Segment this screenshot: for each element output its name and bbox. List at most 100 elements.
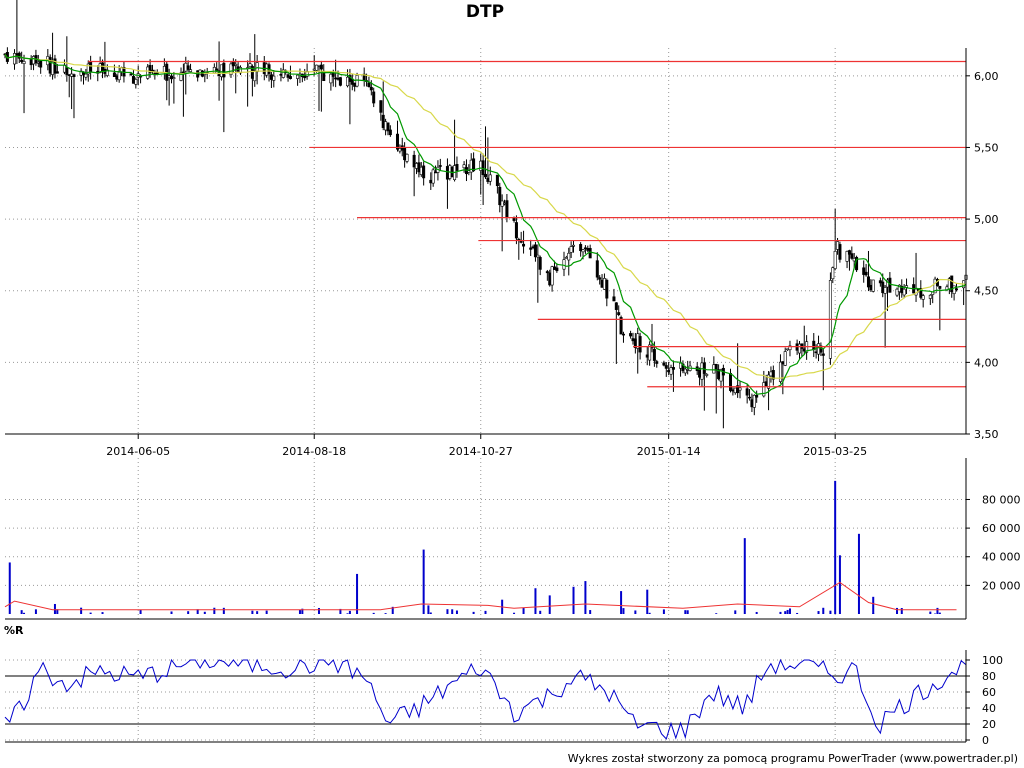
- candle-body: [767, 374, 771, 389]
- candle-body: [864, 271, 868, 276]
- candle-body: [638, 336, 642, 353]
- candle-body: [614, 302, 618, 310]
- candle-body: [148, 65, 152, 74]
- candle-body: [536, 254, 540, 258]
- x-tick-label: 2015-01-14: [637, 445, 701, 458]
- candle-body: [472, 158, 476, 172]
- candle-body: [212, 66, 216, 74]
- candle-body: [22, 61, 26, 64]
- candle-body: [488, 174, 492, 182]
- candle-body: [32, 56, 36, 65]
- candle-body: [219, 64, 223, 78]
- volume-bar: [346, 613, 349, 614]
- candle-body: [317, 66, 321, 69]
- volume-bar: [472, 611, 475, 614]
- candle-body: [172, 77, 176, 79]
- candle-body: [871, 279, 875, 292]
- candle-body: [705, 374, 709, 376]
- candle-body: [719, 369, 723, 382]
- volume-bar: [187, 611, 190, 614]
- candle-body: [533, 244, 537, 258]
- candle-body: [738, 387, 742, 391]
- williams-r-y-tick-label: 0: [982, 734, 989, 747]
- candle-body: [752, 394, 756, 408]
- volume-bar: [589, 610, 592, 614]
- candle-body: [731, 389, 735, 392]
- candle-body: [67, 74, 71, 76]
- candle-body: [222, 62, 226, 78]
- candle-body: [115, 75, 119, 80]
- volume-bar: [646, 589, 649, 614]
- candle-body: [36, 61, 40, 64]
- williams-r-panel: [4, 658, 967, 740]
- candle-body: [933, 278, 937, 294]
- candle-body: [131, 76, 135, 84]
- volume-bar: [817, 611, 820, 614]
- volume-bar: [222, 607, 225, 614]
- candle-body: [595, 260, 599, 278]
- candle-body: [631, 338, 635, 342]
- candle-body: [483, 173, 487, 178]
- volume-bar: [522, 607, 525, 614]
- volume-bar: [584, 581, 587, 614]
- candle-body: [883, 287, 887, 294]
- candle-body: [895, 288, 899, 296]
- x-tick-label: 2014-06-05: [106, 445, 170, 458]
- sma-fast-line: [4, 54, 967, 395]
- williams-r-label: %R: [4, 624, 24, 637]
- volume-bar: [857, 533, 860, 614]
- price-y-tick-label: 5,00: [974, 213, 999, 226]
- volume-bar: [634, 610, 637, 614]
- candle-body: [231, 61, 235, 67]
- volume-bar: [348, 610, 351, 614]
- volume-bar: [662, 609, 665, 614]
- volume-bar: [548, 595, 551, 614]
- candle-body: [353, 82, 357, 87]
- volume-bar: [203, 611, 206, 614]
- candle-body: [833, 250, 837, 269]
- candle-body: [434, 171, 438, 174]
- volume-bar: [427, 605, 430, 614]
- candle-body: [522, 243, 526, 247]
- candle-body: [469, 159, 473, 173]
- volume-bar: [622, 608, 625, 614]
- volume-bar: [139, 610, 142, 614]
- candle-body: [819, 345, 823, 353]
- volume-bar: [686, 610, 689, 614]
- volume-bar: [648, 612, 651, 614]
- candle-body: [847, 250, 851, 255]
- candle-body: [234, 63, 238, 66]
- candle-body: [13, 53, 17, 65]
- candle-body: [112, 72, 116, 77]
- candle-body: [788, 345, 792, 351]
- price-y-tick-label: 5,50: [974, 141, 999, 154]
- volume-bar: [784, 611, 787, 614]
- candle-body: [500, 200, 504, 207]
- candle-body: [296, 74, 300, 79]
- candle-body: [167, 75, 171, 79]
- volume-panel: [4, 480, 966, 620]
- candle-body: [215, 68, 219, 71]
- candle-body: [438, 165, 442, 167]
- williams-r-y-tick-label: 20: [982, 718, 996, 731]
- volume-bar: [53, 603, 56, 614]
- volume-bar: [391, 606, 394, 614]
- candle-body: [381, 114, 385, 128]
- volume-bar: [929, 611, 932, 614]
- candle-body: [369, 86, 373, 91]
- volume-bar: [455, 610, 458, 614]
- volume-bar: [896, 607, 899, 614]
- candle-body: [186, 65, 190, 70]
- candle-body: [836, 241, 840, 250]
- candle-body: [367, 82, 371, 87]
- volume-y-tick-label: 60 000: [982, 522, 1021, 535]
- candle-body: [415, 163, 419, 169]
- candle-body: [862, 267, 866, 275]
- candle-body: [398, 148, 402, 152]
- candle-body: [455, 164, 459, 171]
- candle-body: [662, 362, 666, 366]
- volume-bar: [372, 612, 375, 614]
- volume-bar: [484, 610, 487, 614]
- williams-r-y-tick-label: 40: [982, 702, 996, 715]
